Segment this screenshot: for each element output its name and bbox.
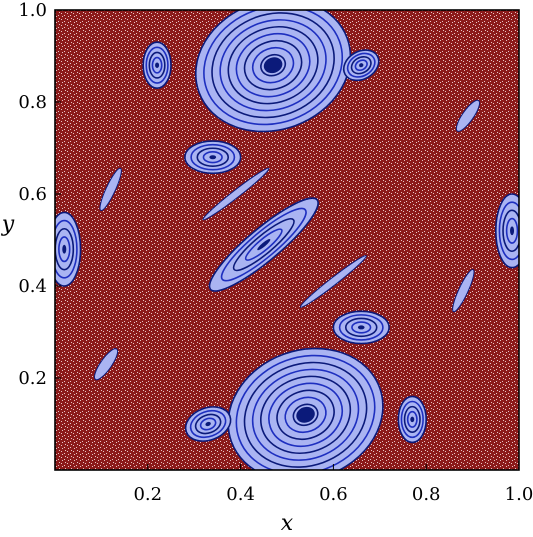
island-center <box>263 57 283 74</box>
island-orbit <box>196 147 230 167</box>
island-orbit <box>243 39 303 91</box>
island-center <box>209 155 217 160</box>
regular-island <box>342 49 380 82</box>
island-orbit <box>232 218 295 272</box>
y-axis-label: y <box>1 212 15 237</box>
island-orbit <box>455 99 481 132</box>
island-orbit <box>202 167 270 221</box>
island-orbit <box>55 219 78 279</box>
y-tick-label: 0.6 <box>18 184 47 205</box>
y-tick-label: 0.8 <box>18 92 47 113</box>
island-orbit <box>251 368 360 461</box>
regular-island <box>202 167 270 221</box>
island-orbit <box>93 348 119 381</box>
island-center <box>510 226 515 236</box>
island-orbit <box>354 59 368 72</box>
island-orbit <box>243 361 368 468</box>
island-center <box>257 239 271 251</box>
y-tick-label: 0.4 <box>18 276 47 297</box>
x-axis-label: x <box>281 511 294 536</box>
regular-island <box>184 406 232 442</box>
x-tick-label: 0.6 <box>319 484 348 505</box>
x-tick-label: 0.4 <box>226 484 255 505</box>
island-orbit <box>190 143 236 171</box>
island-orbit <box>299 255 367 308</box>
y-tick-label: 1.0 <box>18 0 47 21</box>
regular-island <box>397 395 427 444</box>
island-orbit <box>58 236 71 263</box>
axes-frame <box>54 9 520 471</box>
island-orbit <box>244 228 283 261</box>
island-center <box>62 244 67 254</box>
island-orbit <box>151 56 163 74</box>
regular-island <box>142 41 172 89</box>
regular-island <box>99 167 122 212</box>
island-orbit <box>452 268 475 313</box>
island-orbit <box>145 46 169 84</box>
regular-island <box>55 211 82 287</box>
island-orbit <box>99 167 122 212</box>
island-orbit <box>203 10 344 126</box>
island-center <box>205 421 211 427</box>
island-orbit <box>406 410 418 428</box>
island-center <box>155 62 160 68</box>
island-orbit <box>259 375 352 454</box>
island-orbit <box>268 382 343 447</box>
regular-island <box>452 268 475 313</box>
island-center <box>359 63 364 68</box>
island-orbit <box>202 151 223 164</box>
island-orbit <box>350 55 372 75</box>
island-orbit <box>346 52 376 78</box>
island-center <box>357 325 365 330</box>
regular-island <box>227 347 384 470</box>
regular-island <box>184 140 242 175</box>
island-orbit <box>235 33 311 98</box>
island-orbit <box>502 209 519 253</box>
regular-islands-layer <box>55 10 519 470</box>
x-tick-label: 0.2 <box>133 484 162 505</box>
island-orbit <box>199 417 217 431</box>
regular-island <box>194 10 352 133</box>
island-orbit <box>235 354 376 470</box>
ticks-layer: 0.2 0.4 0.6 0.8 1.0 0.2 0.4 0.6 0.8 1.0 <box>18 0 533 505</box>
island-center <box>410 416 415 423</box>
island-orbit <box>219 19 327 112</box>
island-orbit <box>284 396 327 434</box>
island-orbit <box>403 405 421 433</box>
island-orbit <box>251 46 295 84</box>
x-tick-label: 0.8 <box>412 484 441 505</box>
island-orbit <box>292 403 319 427</box>
regular-island <box>455 99 481 132</box>
island-orbit <box>189 409 227 439</box>
regular-island <box>332 310 390 345</box>
island-orbit <box>194 413 222 435</box>
island-orbit <box>227 26 319 105</box>
regular-island <box>299 255 367 308</box>
island-orbit <box>344 317 378 338</box>
y-tick-label: 0.2 <box>18 368 47 389</box>
island-orbit <box>400 400 424 439</box>
island-orbit <box>148 51 166 79</box>
island-orbit <box>220 207 307 282</box>
regular-island <box>208 197 319 292</box>
island-orbit <box>338 314 384 341</box>
island-orbit <box>351 321 372 334</box>
regular-island <box>495 193 519 269</box>
island-orbit <box>505 217 519 244</box>
island-orbit <box>260 53 287 77</box>
island-orbit <box>211 12 335 119</box>
island-orbit <box>276 389 335 441</box>
regular-island <box>93 348 119 381</box>
x-tick-label: 1.0 <box>505 484 533 505</box>
island-orbit <box>498 201 519 261</box>
island-center <box>296 406 315 423</box>
